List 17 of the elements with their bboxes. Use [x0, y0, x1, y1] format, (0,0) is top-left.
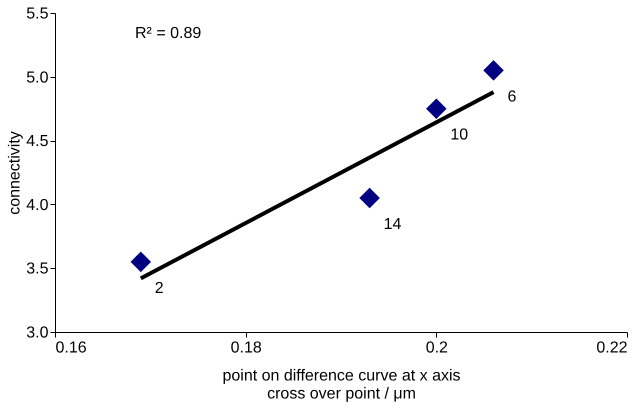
y-tick-label: 3.0	[26, 324, 49, 342]
x-tick-label: 0.22	[596, 340, 628, 356]
y-tick-label: 4.5	[26, 133, 49, 150]
y-tick-label: 3.5	[26, 260, 49, 278]
annotation: R² = 0.89	[135, 25, 202, 42]
x-tick-label: 0.18	[230, 340, 262, 356]
annotation: 14	[384, 216, 402, 234]
annotation: 6	[508, 88, 517, 106]
y-axis-title: connectivity	[6, 131, 24, 215]
x-axis-title: point on difference curve at x axis cross over point / μm	[222, 368, 461, 402]
annotation: 2	[154, 280, 164, 297]
x-tick-label: 0.2	[426, 340, 448, 356]
y-tick-label: 4.0	[26, 196, 49, 214]
y-tick-label: 5.0	[26, 69, 49, 86]
x-tick-label: 0.16	[56, 340, 87, 356]
y-tick-label: 5.5	[26, 6, 49, 22]
annotation: 10	[450, 126, 468, 144]
